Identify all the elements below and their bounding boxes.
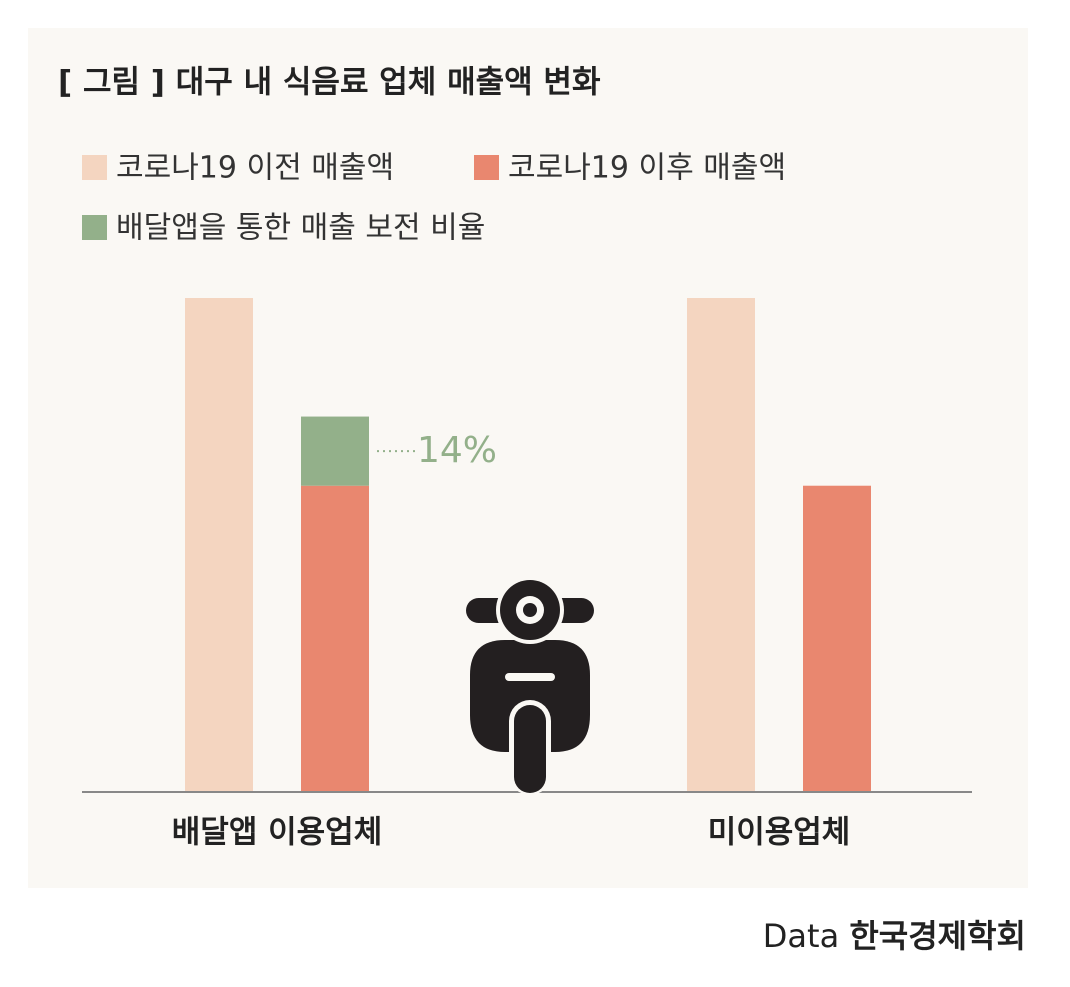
data-label: 14% <box>417 430 497 471</box>
scooter-icon <box>466 576 594 795</box>
legend-swatch <box>474 155 499 180</box>
x-tick-label: 미이용업체 <box>708 815 851 851</box>
source-label: Data <box>763 917 839 955</box>
x-tick-label: 배달앱 이용업체 <box>172 815 382 851</box>
legend-swatch <box>82 215 107 240</box>
legend-label: 코로나19 이후 매출액 <box>508 151 786 186</box>
chart-title: [ 그림 ] 대구 내 식음료 업체 매출액 변화 <box>58 65 601 101</box>
legend-label: 배달앱을 통한 매출 보전 비율 <box>116 211 485 246</box>
legend-label: 코로나19 이전 매출액 <box>116 151 394 186</box>
source-name: 한국경제학회 <box>849 917 1026 955</box>
source: Data 한국경제학회 <box>763 917 1026 955</box>
bar <box>803 485 871 792</box>
bar <box>301 485 369 792</box>
bar <box>687 298 755 792</box>
bar <box>185 298 253 792</box>
legend-swatch <box>82 155 107 180</box>
bar <box>301 416 369 486</box>
